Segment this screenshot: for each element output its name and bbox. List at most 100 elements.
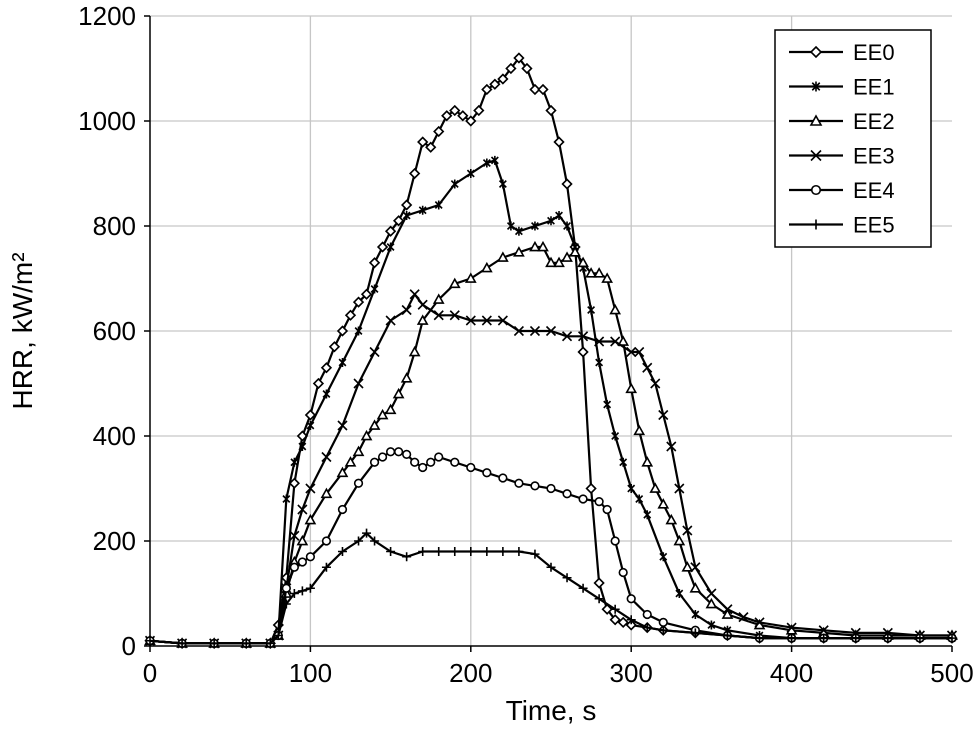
legend-label: EE1 [853,75,895,100]
data-point-ee0 [441,110,453,122]
data-point-ee4 [305,552,316,562]
data-point-ee1 [482,158,491,168]
data-point-ee2 [400,372,413,383]
data-point-ee1 [619,457,628,467]
data-point-ee5 [947,633,957,643]
data-point-ee3 [690,562,701,573]
data-point-ee4 [393,447,404,457]
data-point-ee5 [289,589,299,598]
data-point-ee1 [659,552,668,562]
x-axis-title: Time, s [506,695,597,726]
data-point-ee5 [305,583,315,593]
y-axis-title: HRR, kW/m² [7,252,38,409]
data-point-ee1 [402,211,411,220]
data-point-ee1 [547,216,555,226]
data-point-ee2 [681,561,694,572]
data-point-ee5 [434,547,444,556]
data-point-ee0 [465,115,477,127]
data-point-ee5 [530,549,540,559]
data-point-ee5 [787,633,797,643]
data-point-ee4 [369,457,380,467]
data-point-ee2 [689,582,702,593]
legend-item-ee0: EE0 [789,40,895,65]
data-point-ee3 [722,604,733,615]
data-point-ee1 [563,221,571,231]
data-point-ee5 [281,599,291,609]
data-point-ee1 [466,169,475,178]
data-point-ee4 [482,468,492,478]
data-point-ee2 [304,513,317,525]
data-point-ee0 [545,104,557,117]
series-ee3 [144,289,958,649]
data-point-ee0 [360,288,373,300]
data-point-ee3 [610,336,621,347]
data-point-ee3 [658,409,669,421]
data-point-ee4 [658,617,668,627]
data-point-ee3 [634,346,645,358]
legend-marker [811,81,821,92]
data-point-ee3 [449,310,460,321]
data-point-ee0 [376,241,389,253]
data-point-ee0 [521,62,533,75]
data-point-ee0 [609,614,621,626]
data-point-ee5 [546,562,556,572]
data-point-ee3 [754,617,765,628]
data-point-ee2 [529,240,541,252]
data-point-ee1 [514,226,523,236]
data-point-ee4 [418,462,428,473]
data-point-ee5 [578,583,588,593]
data-point-ee0 [320,362,333,374]
x-tick-label: 400 [770,658,813,688]
data-point-ee2 [416,314,429,325]
data-point-ee3 [818,625,829,636]
data-point-ee1 [627,484,636,493]
data-point-ee0 [417,136,429,148]
data-point-ee1 [490,155,499,165]
data-point-ee5 [402,552,412,562]
data-point-ee2 [625,382,638,394]
legend: EE0 EE1 EE2 EE3 EE4 EE5 [774,29,932,248]
data-point-ee0 [409,167,421,180]
data-point-ee3 [385,315,396,326]
data-point-ee5 [915,633,925,643]
data-point-ee5 [273,631,283,640]
data-point-ee3 [497,315,508,326]
data-point-ee3 [481,315,492,326]
legend-marker [810,149,822,162]
legend-item-ee4: EE4 [789,178,895,203]
data-point-ee2 [641,456,654,467]
data-point-ee5 [370,536,380,546]
data-point-ee5 [851,633,861,643]
legend-label: EE2 [853,109,895,134]
data-point-ee3 [465,315,476,326]
data-point-ee4 [410,457,420,467]
x-tick-label: 0 [143,658,157,688]
y-tick-label: 1200 [78,1,136,31]
data-point-ee0 [304,409,317,421]
data-point-ee3 [786,622,797,633]
data-point-ee0 [401,199,413,211]
data-point-ee4 [626,594,636,604]
data-point-ee3 [513,325,524,337]
data-point-ee2 [673,534,686,546]
data-point-ee1 [691,610,700,619]
data-point-ee4 [337,504,348,515]
data-point-ee2 [384,403,397,415]
data-point-ee0 [288,477,300,489]
data-point-ee2 [553,256,565,268]
data-point-ee4 [602,504,612,515]
data-point-ee0 [585,482,597,495]
data-point-ee0 [425,141,437,153]
data-point-ee5 [626,615,636,625]
data-point-ee0 [617,616,629,629]
data-point-ee3 [561,331,573,342]
data-point-ee2 [320,487,333,499]
data-point-ee4 [498,473,508,483]
y-tick-label: 600 [93,316,136,346]
series-line-ee5 [149,531,952,645]
data-point-ee4 [434,452,444,462]
data-point-ee2 [561,251,573,262]
series-line-ee2 [149,245,952,645]
data-point-ee2 [617,335,630,346]
